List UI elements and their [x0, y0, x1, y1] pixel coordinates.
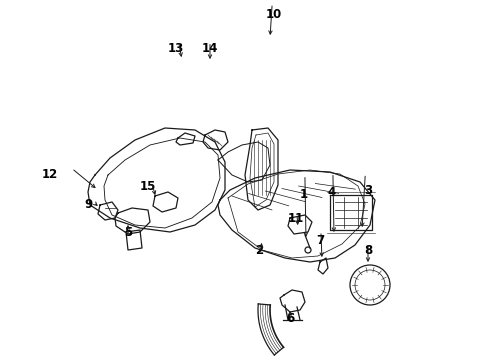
Text: 4: 4 — [328, 185, 336, 198]
Text: 8: 8 — [364, 243, 372, 256]
Text: 7: 7 — [316, 234, 324, 247]
Text: 14: 14 — [202, 41, 218, 54]
Text: 11: 11 — [288, 211, 304, 225]
Text: 10: 10 — [266, 8, 282, 21]
Text: 5: 5 — [124, 225, 132, 238]
Text: 6: 6 — [286, 311, 294, 324]
Text: 2: 2 — [255, 243, 263, 256]
Text: 3: 3 — [364, 184, 372, 198]
Text: 1: 1 — [300, 189, 308, 202]
Text: 9: 9 — [84, 198, 92, 211]
Text: 15: 15 — [140, 180, 156, 194]
Text: 13: 13 — [168, 41, 184, 54]
Text: 12: 12 — [42, 168, 58, 181]
